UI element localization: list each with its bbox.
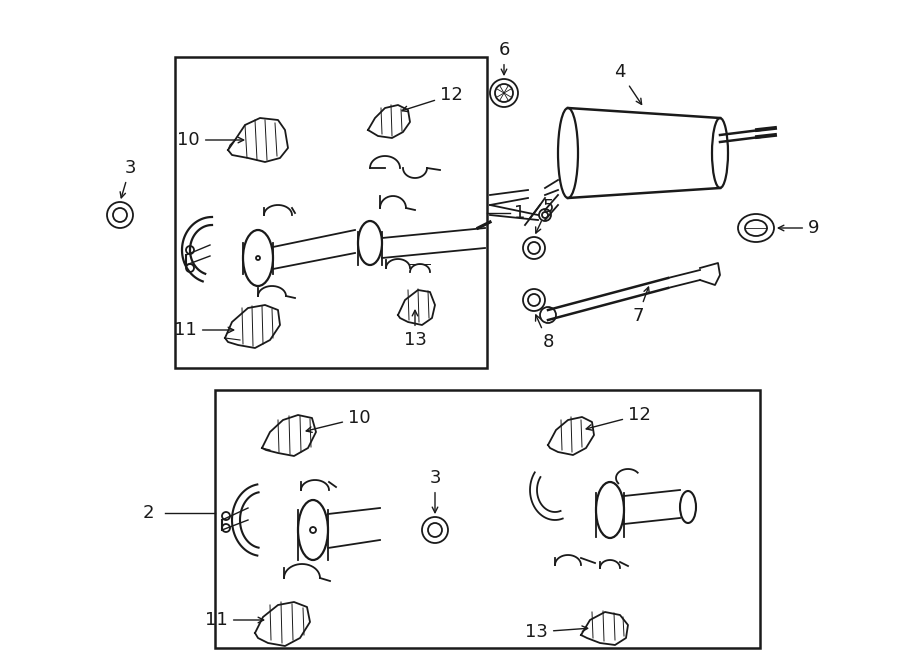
- Text: 5: 5: [536, 198, 554, 233]
- Text: 10: 10: [177, 131, 244, 149]
- Circle shape: [222, 512, 230, 520]
- Text: 10: 10: [306, 409, 371, 432]
- Bar: [175, 57, 487, 368]
- Circle shape: [186, 264, 194, 272]
- Circle shape: [186, 246, 194, 254]
- Text: 13: 13: [403, 310, 427, 349]
- Text: 11: 11: [175, 321, 234, 339]
- Circle shape: [310, 527, 316, 533]
- Text: 4: 4: [614, 63, 642, 104]
- Text: 7: 7: [632, 287, 649, 325]
- Bar: [215, 390, 760, 648]
- Text: 1: 1: [514, 204, 526, 222]
- Text: 8: 8: [536, 315, 554, 351]
- Text: 12: 12: [586, 406, 651, 430]
- Text: 3: 3: [429, 469, 441, 513]
- Text: 9: 9: [778, 219, 820, 237]
- Circle shape: [222, 524, 230, 532]
- Text: 11: 11: [205, 611, 264, 629]
- Text: 2: 2: [142, 504, 154, 522]
- Text: 3: 3: [120, 159, 136, 198]
- Text: 12: 12: [402, 86, 463, 112]
- Text: 13: 13: [525, 623, 588, 641]
- Text: 6: 6: [499, 41, 509, 75]
- Circle shape: [256, 256, 260, 260]
